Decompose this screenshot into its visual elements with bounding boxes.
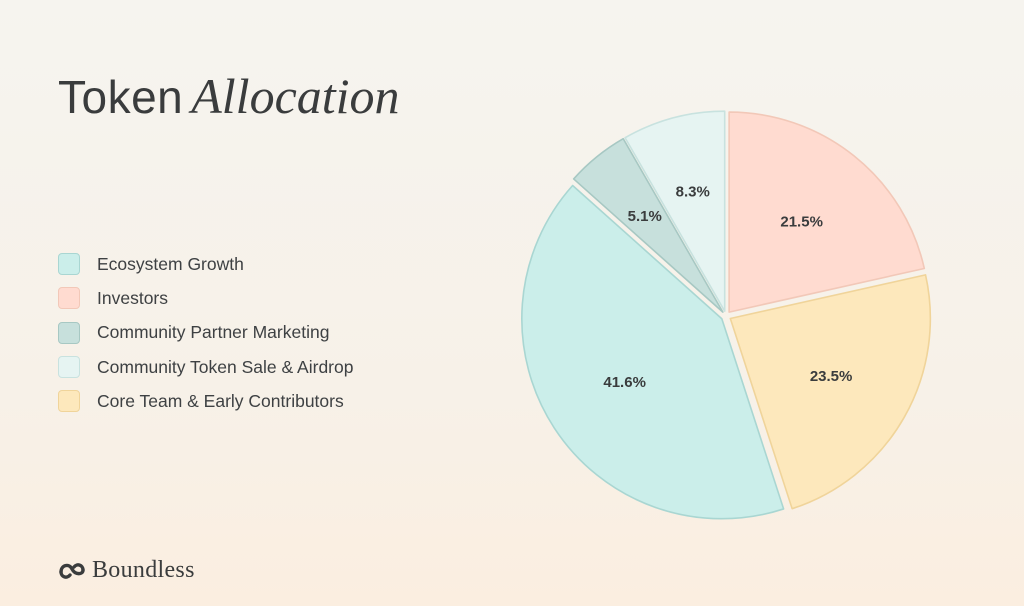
pie-data-label: 21.5%	[780, 214, 823, 231]
pie-slice-community-token-sale-airdrop	[624, 110, 726, 312]
legend-item-ecosystem-growth: Ecosystem Growth	[58, 247, 353, 281]
pie-slice-investors	[728, 111, 926, 313]
legend-label: Community Partner Marketing	[97, 322, 330, 343]
legend-item-core-team: Core Team & Early Contributors	[58, 384, 353, 418]
legend-swatch	[58, 390, 80, 413]
legend-swatch	[58, 287, 80, 310]
brand-name: Boundless	[92, 557, 195, 583]
legend-label: Core Team & Early Contributors	[97, 390, 344, 411]
pie-slice-community-partner-marketing	[572, 137, 724, 313]
legend-swatch	[58, 321, 80, 344]
legend-swatch	[58, 356, 80, 379]
legend-label: Ecosystem Growth	[97, 253, 244, 274]
pie-slice-core-team-early-contributors	[729, 274, 932, 510]
pie-data-label: 5.1%	[628, 208, 662, 225]
page-title: Token Allocation	[58, 68, 400, 125]
pie-slice-ecosystem-growth	[521, 184, 785, 520]
legend-swatch	[58, 253, 80, 276]
pie-data-label: 23.5%	[810, 368, 853, 385]
legend-item-investors: Investors	[58, 281, 353, 315]
chart-legend: Ecosystem Growth Investors Community Par…	[58, 247, 353, 418]
pie-data-label: 8.3%	[676, 183, 710, 200]
legend-label: Investors	[97, 287, 168, 308]
pie-data-label: 41.6%	[603, 374, 646, 391]
brand-logo: Boundless	[58, 557, 195, 584]
legend-label: Community Token Sale & Airdrop	[97, 356, 354, 377]
legend-item-community-token-sale: Community Token Sale & Airdrop	[58, 350, 353, 384]
title-italic-word: Allocation	[191, 68, 400, 124]
legend-item-community-partner-marketing: Community Partner Marketing	[58, 316, 353, 350]
boundless-logo-icon	[59, 562, 85, 579]
title-word: Token	[58, 71, 184, 123]
